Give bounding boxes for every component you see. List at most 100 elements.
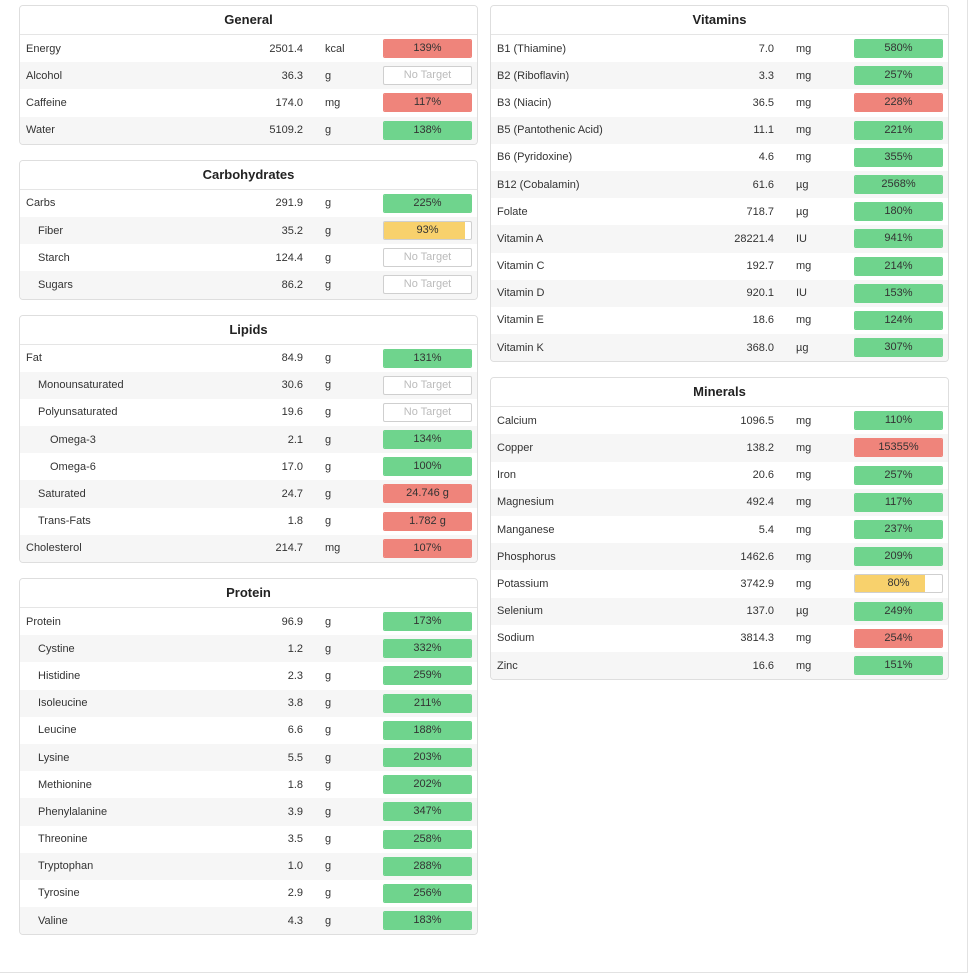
nutrient-unit: mg — [796, 577, 812, 590]
target-progress-bar: 259% — [383, 666, 472, 686]
progress-fill — [384, 721, 471, 739]
nutrient-name: Leucine — [38, 724, 77, 737]
panel-general: General Energy 2501.4 kcal 139% Alcohol 36.3 g… — [19, 5, 478, 145]
nutrient-amount: 84.9 — [281, 352, 303, 365]
target-progress-bar: 211% — [383, 693, 472, 713]
nutrient-name: Carbs — [26, 197, 56, 210]
nutrient-row: Folate 718.7 µg 180% — [491, 198, 948, 225]
nutrient-row: Sodium 3814.3 mg 254% — [491, 625, 948, 652]
nutrient-name: Cholesterol — [26, 542, 82, 555]
nutrient-unit: mg — [796, 314, 812, 327]
nutrient-name: Phenylalanine — [38, 805, 108, 818]
nutrient-unit: g — [325, 778, 332, 791]
nutrient-row: B12 (Cobalamin) 61.6 µg 2568% — [491, 170, 948, 199]
nutrient-unit: kcal — [325, 42, 345, 55]
nutrient-unit: g — [325, 860, 332, 873]
progress-fill — [855, 40, 942, 57]
progress-fill — [855, 466, 942, 484]
panel-lipids: Lipids Fat 84.9 g 131% Monounsaturated 30.6 g N… — [19, 314, 478, 563]
progress-label: 153% — [884, 286, 913, 299]
progress-fill — [384, 194, 471, 212]
target-progress-bar: 214% — [854, 256, 943, 276]
nutrient-amount: 1.8 — [287, 778, 303, 791]
progress-fill — [855, 439, 942, 457]
nutrient-name: Fiber — [38, 224, 64, 237]
target-progress-bar: 1.782 g — [383, 511, 472, 531]
target-progress-bar: 355% — [854, 147, 943, 167]
nutrient-unit: mg — [796, 96, 812, 109]
target-progress-bar: 117% — [854, 492, 943, 512]
progress-fill — [384, 884, 471, 902]
nutrient-name: Vitamin C — [497, 260, 545, 273]
progress-fill — [855, 230, 942, 248]
panel-title: Vitamins — [491, 6, 948, 35]
progress-label: No Target — [403, 405, 452, 418]
nutrient-amount: 11.1 — [753, 124, 774, 137]
progress-fill — [384, 349, 471, 367]
progress-fill — [384, 431, 471, 449]
nutrient-name: Cystine — [38, 642, 75, 655]
nutrient-unit: g — [325, 751, 332, 764]
progress-label: 2568% — [881, 177, 916, 190]
nutrient-row: Selenium 137.0 µg 249% — [491, 597, 948, 625]
nutrient-name: Tyrosine — [38, 887, 80, 900]
nutrient-unit: mg — [796, 632, 812, 645]
nutrient-unit: g — [325, 460, 332, 473]
nutrient-amount: 18.6 — [752, 314, 774, 327]
nutrient-row: Magnesium 492.4 mg 117% — [491, 488, 948, 516]
nutrient-unit: g — [325, 278, 332, 291]
nutrient-amount: 174.0 — [275, 96, 303, 109]
nutrient-name: B2 (Riboflavin) — [497, 69, 570, 82]
progress-label: 188% — [413, 723, 442, 736]
nutrient-unit: g — [325, 379, 332, 392]
nutrient-row: Vitamin K 368.0 µg 307% — [491, 334, 948, 362]
nutrient-unit: g — [325, 887, 332, 900]
nutrient-row: Vitamin C 192.7 mg 214% — [491, 253, 948, 280]
progress-fill — [384, 776, 471, 794]
nutrient-amount: 19.6 — [281, 406, 303, 419]
target-progress-bar: 209% — [854, 547, 943, 567]
nutrient-unit: mg — [796, 414, 812, 427]
nutrient-amount: 7.0 — [758, 42, 774, 55]
target-progress-bar: 100% — [383, 457, 472, 477]
nutrient-name: Polyunsaturated — [38, 406, 118, 419]
target-progress-bar: 307% — [854, 338, 943, 358]
progress-label: 209% — [884, 550, 913, 563]
target-progress-bar: 254% — [854, 628, 943, 648]
nutrient-row: Threonine 3.5 g 258% — [20, 826, 477, 853]
target-progress-bar: 93% — [383, 220, 472, 240]
nutrient-amount: 1.2 — [287, 642, 303, 655]
progress-label: 259% — [413, 669, 442, 682]
target-progress-bar: 134% — [383, 430, 472, 450]
nutrient-name: Caffeine — [26, 96, 67, 109]
progress-fill — [384, 640, 471, 658]
nutrient-unit: µg — [796, 178, 809, 191]
nutrient-amount: 3742.9 — [740, 577, 774, 590]
nutrient-row: Tryptophan 1.0 g 288% — [20, 852, 477, 880]
target-progress-bar: 249% — [854, 601, 943, 621]
nutrient-name: Calcium — [497, 414, 537, 427]
nutrient-amount: 3.8 — [287, 697, 303, 710]
target-progress-bar: 256% — [383, 883, 472, 903]
progress-label: 203% — [413, 750, 442, 763]
nutrient-row: Methionine 1.8 g 202% — [20, 771, 477, 798]
progress-fill — [855, 548, 942, 566]
nutrient-amount: 2.1 — [287, 433, 303, 446]
progress-label: 139% — [413, 42, 442, 54]
nutrient-unit: g — [325, 724, 332, 737]
panel-title: General — [20, 6, 477, 35]
target-progress-bar: 110% — [854, 411, 943, 431]
target-progress-bar: 183% — [383, 911, 472, 931]
progress-label: 214% — [884, 259, 913, 272]
progress-label: 131% — [413, 351, 442, 364]
nutrient-name: Iron — [497, 469, 516, 482]
progress-fill — [384, 803, 471, 821]
nutrient-unit: mg — [796, 550, 812, 563]
nutrient-name: Saturated — [38, 488, 86, 501]
progress-label: 138% — [413, 123, 442, 136]
nutrient-name: B5 (Pantothenic Acid) — [497, 124, 603, 137]
nutrient-row: Tyrosine 2.9 g 256% — [20, 880, 477, 907]
nutrient-amount: 192.7 — [746, 260, 774, 273]
nutrient-unit: g — [325, 197, 332, 210]
nutrient-unit: g — [325, 697, 332, 710]
